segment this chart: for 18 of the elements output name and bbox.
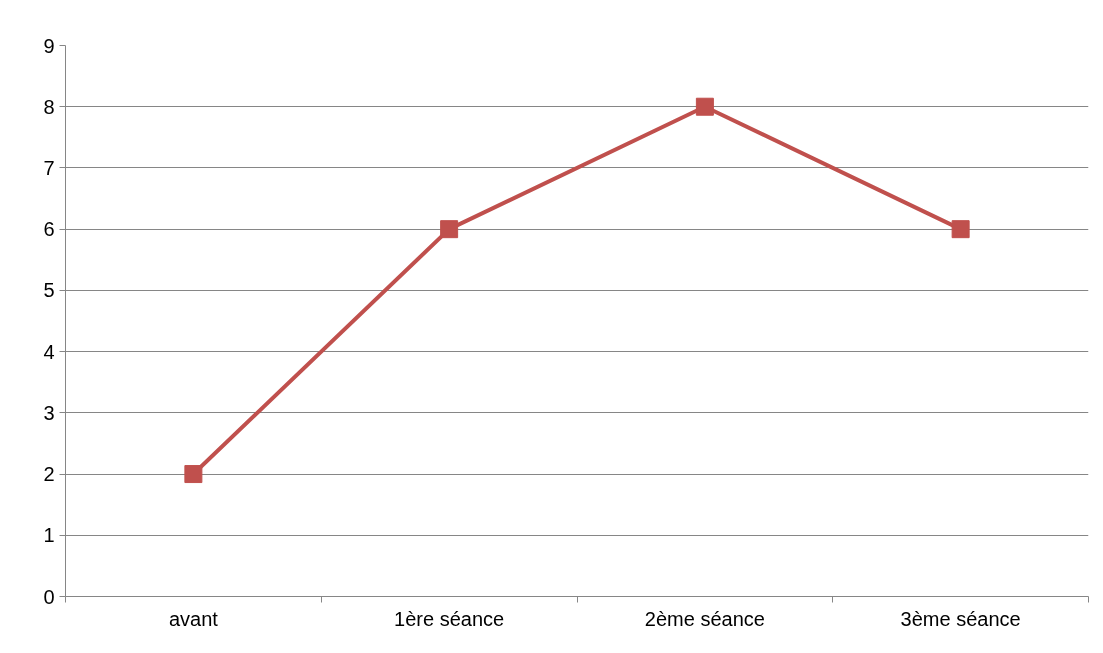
y-tick-label: 8 [43, 95, 55, 118]
x-tick-label: 1ère séance [394, 607, 505, 630]
x-tick-label: 3ème séance [900, 607, 1021, 630]
point [184, 465, 203, 484]
y-tick-label: 2 [43, 463, 55, 486]
point [695, 97, 714, 116]
y-tick-label: 3 [43, 401, 55, 424]
y-tick-label: 4 [43, 340, 55, 363]
y-tick-label: 1 [43, 524, 55, 547]
x-tick-label: avant [168, 607, 219, 630]
x-tick-label: 2ème séance [644, 607, 765, 630]
y-tick-label: 5 [43, 279, 55, 302]
point [440, 220, 459, 239]
y-tick-label: 6 [43, 218, 55, 241]
y-tick-label: 9 [43, 34, 55, 57]
y-tick-label: 7 [43, 156, 55, 179]
y-tick-label: 0 [43, 585, 55, 608]
point [951, 220, 970, 239]
